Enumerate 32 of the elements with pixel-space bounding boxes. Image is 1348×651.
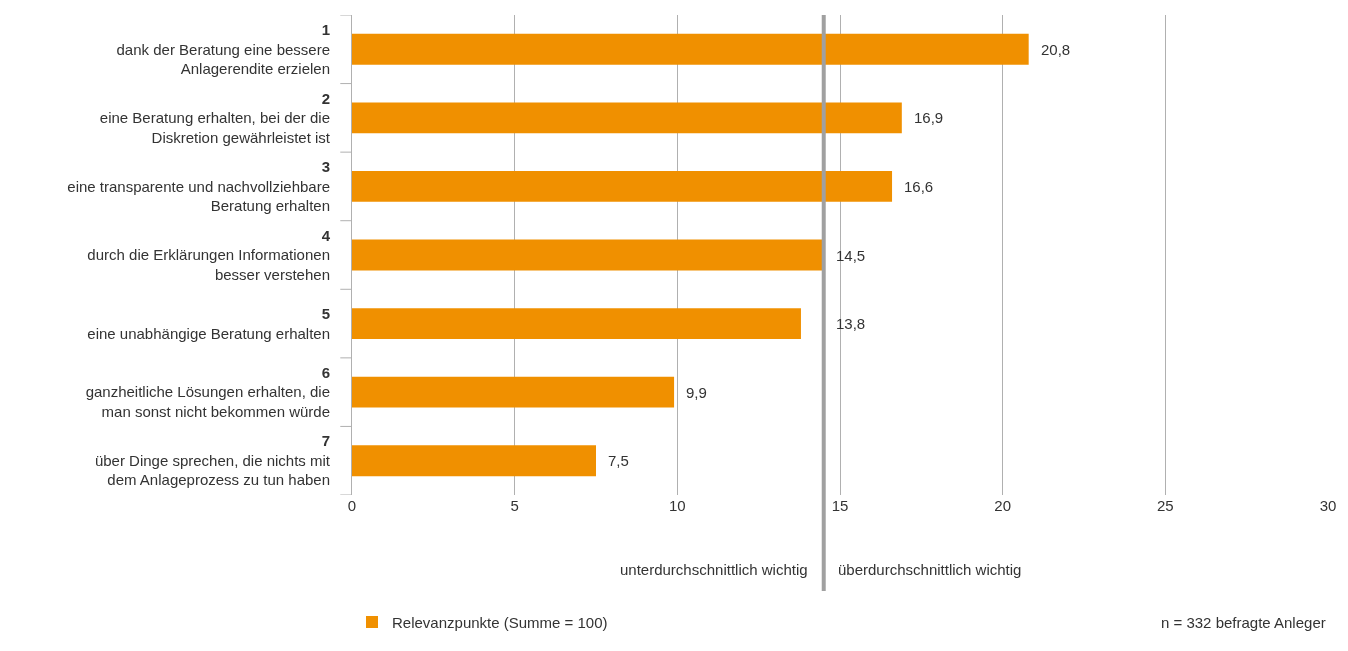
- text: n = 332 befragte Anleger: [1161, 614, 1326, 631]
- bar: [352, 445, 596, 477]
- bar: [352, 239, 824, 271]
- bar: [352, 376, 675, 408]
- data-label: 16,6: [904, 178, 934, 195]
- x-tick-label: 10: [668, 497, 686, 514]
- x-tick-label: 30: [1319, 497, 1337, 514]
- y-tick-label: 6 ganzheitliche Lösungen erhalten, die man sonst nicht bekommen würde: [85, 363, 330, 420]
- text: überdurchschnittlich wichtig: [838, 561, 1022, 578]
- text: unterdurchschnittlich wichtig: [620, 561, 808, 578]
- data-label: 20,8: [1041, 41, 1071, 58]
- data-label: 7,5: [608, 452, 629, 469]
- y-tick-label: 5 eine unabhängige Beratung erhalten: [87, 305, 330, 342]
- x-tick-label: 0: [347, 497, 357, 514]
- x-tick-label: 15: [831, 497, 849, 514]
- x-tick-label: 20: [994, 497, 1012, 514]
- x-tick-label: 5: [510, 497, 519, 514]
- legend-label: Relevanzpunkte (Summe = 100): [392, 613, 608, 631]
- y-tick-label: 2 eine Beratung erhalten, bei der die Diskretion gewährleistet ist: [99, 89, 331, 146]
- bar: [352, 102, 902, 134]
- data-label: 14,5: [836, 247, 866, 264]
- bar: [352, 171, 893, 202]
- y-tick-label: 3 eine transparente und nachvollziehbare Beratung erhalten: [67, 158, 330, 215]
- x-tick-label: 25: [1156, 497, 1174, 514]
- bar: [352, 308, 801, 339]
- data-label: 13,8: [836, 315, 866, 332]
- y-tick-label: 1 dank der Beratung eine bessere Anlagerendite erzielen: [116, 21, 330, 78]
- y-tick-label: 4 durch die Erklärungen Informationen besser verstehen: [87, 226, 331, 283]
- y-tick-label: 7 über Dinge sprechen, die nichts mit dem Anlageprozess zu tun haben: [94, 432, 331, 489]
- bar: [352, 33, 1029, 65]
- data-label: 9,9: [686, 384, 707, 401]
- data-label: 16,9: [914, 109, 944, 126]
